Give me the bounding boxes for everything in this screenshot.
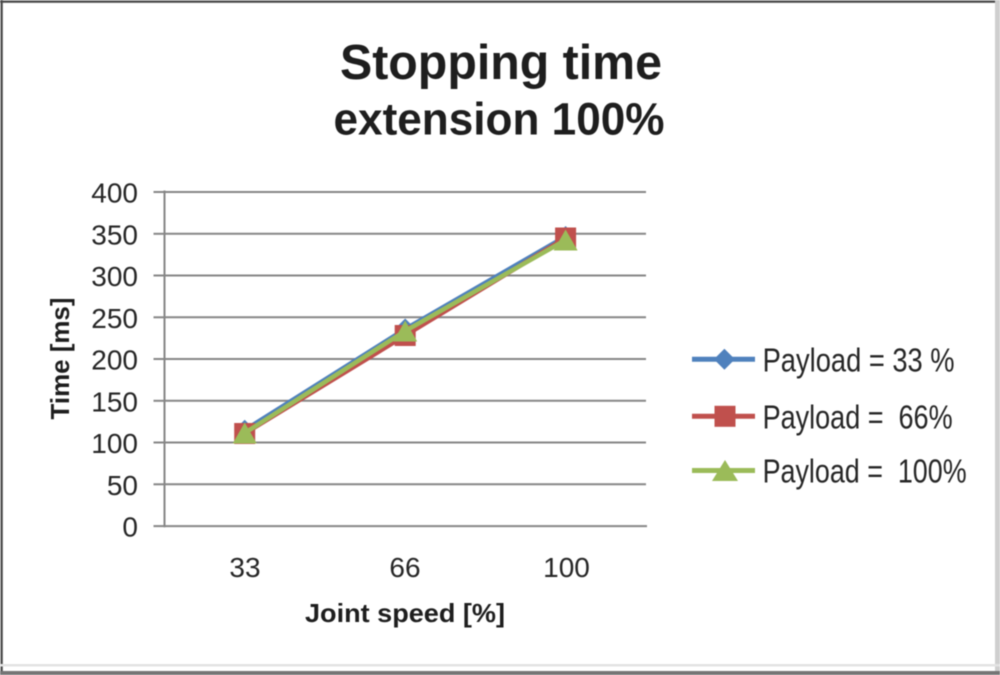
svg-text:100: 100 xyxy=(91,428,138,459)
svg-text:300: 300 xyxy=(91,261,138,292)
svg-text:350: 350 xyxy=(91,219,138,250)
svg-text:Payload = 100%: Payload = 100% xyxy=(763,453,967,490)
svg-text:33: 33 xyxy=(229,552,260,583)
svg-text:Payload = 66%: Payload = 66% xyxy=(763,398,953,435)
svg-text:100: 100 xyxy=(543,552,590,583)
svg-text:Payload = 33 %: Payload = 33 % xyxy=(763,341,955,378)
svg-text:50: 50 xyxy=(107,470,138,501)
svg-text:400: 400 xyxy=(91,178,138,209)
svg-text:150: 150 xyxy=(91,386,138,417)
svg-text:66: 66 xyxy=(389,552,420,583)
svg-text:200: 200 xyxy=(91,345,138,376)
svg-text:Joint speed [%]: Joint speed [%] xyxy=(305,598,505,628)
svg-text:0: 0 xyxy=(122,512,138,543)
svg-text:extension 100%: extension 100% xyxy=(334,94,665,145)
svg-text:Stopping time: Stopping time xyxy=(340,36,662,90)
svg-text:Time [ms]: Time [ms] xyxy=(45,298,75,420)
svg-text:250: 250 xyxy=(91,303,138,334)
